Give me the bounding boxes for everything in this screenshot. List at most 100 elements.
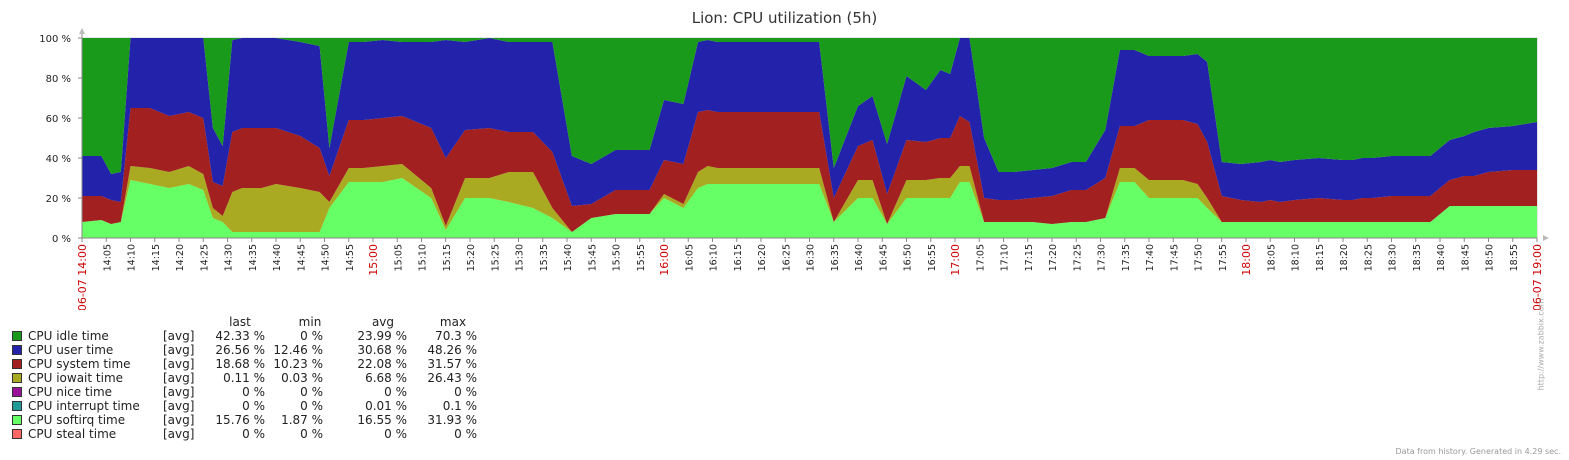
x-tick-label: 16:00 <box>658 244 671 276</box>
x-tick-label: 17:40 <box>1145 244 1156 271</box>
legend-agg: [avg] <box>163 385 195 399</box>
x-tick-label: 16:45 <box>878 244 889 271</box>
legend-name: CPU steal time <box>28 427 117 441</box>
legend-max: 48.26 % <box>427 343 477 357</box>
legend-agg: [avg] <box>163 343 195 357</box>
legend-name: CPU interrupt time <box>28 399 140 413</box>
x-tick-label: 15:00 <box>367 244 380 276</box>
x-axis-arrow <box>1543 235 1549 241</box>
cpu-utilization-chart: 0 % 20 % 40 % 60 % 80 % 100 % 06-07 14:00 14:0… <box>39 28 1549 310</box>
x-tick-label: 17:15 <box>1024 244 1035 271</box>
legend-last: 0 % <box>242 399 265 413</box>
x-tick-label: 16:10 <box>709 244 720 271</box>
x-tick-label: 17:20 <box>1048 244 1059 271</box>
y-tick-label: 20 % <box>46 194 71 205</box>
legend-min: 1.87 % <box>281 413 323 427</box>
legend-header-max: max <box>439 315 467 329</box>
legend-min: 0 % <box>300 329 323 343</box>
legend-agg: [avg] <box>163 427 195 441</box>
x-tick-label: 17:30 <box>1097 244 1108 271</box>
legend-avg: 0 % <box>384 385 407 399</box>
x-tick-label: 17:55 <box>1218 244 1229 271</box>
x-tick-label: 15:40 <box>563 244 574 271</box>
legend-avg: 22.08 % <box>357 357 407 371</box>
x-tick-label: 16:20 <box>757 244 768 271</box>
y-tick-label: 80 % <box>46 74 71 85</box>
legend-max: 31.57 % <box>427 357 477 371</box>
x-tick-label: 16:35 <box>830 244 841 271</box>
legend-swatch <box>12 331 22 341</box>
legend-last: 18.68 % <box>215 357 265 371</box>
legend-agg: [avg] <box>163 357 195 371</box>
x-tick-label: 14:10 <box>127 244 138 271</box>
series-areas <box>82 38 1537 238</box>
legend-swatch <box>12 401 22 411</box>
x-tick-label: 15:30 <box>515 244 526 271</box>
legend-name: CPU iowait time <box>28 371 124 385</box>
legend-min: 0 % <box>300 385 323 399</box>
legend-avg: 6.68 % <box>365 371 407 385</box>
legend-max: 0 % <box>454 427 477 441</box>
x-tick-label: 06-07 19:00 <box>1531 244 1544 310</box>
x-tick-label: 17:00 <box>949 244 962 276</box>
area-cpu-system-time <box>82 108 1537 232</box>
x-tick-label: 16:50 <box>903 244 914 271</box>
legend-min: 0 % <box>300 427 323 441</box>
legend-agg: [avg] <box>163 371 195 385</box>
x-tick-label: 18:55 <box>1509 244 1520 271</box>
x-tick-label: 15:15 <box>442 244 453 271</box>
x-tick-label: 18:50 <box>1485 244 1496 271</box>
legend-last: 0 % <box>242 385 265 399</box>
x-axis-ticks: 06-07 14:00 14:05 14:10 14:15 14:20 14:25 14:3… <box>76 238 1544 310</box>
x-tick-label: 16:15 <box>733 244 744 271</box>
x-tick-label: 15:25 <box>490 244 501 271</box>
x-tick-label: 18:05 <box>1266 244 1277 271</box>
legend-avg: 30.68 % <box>357 343 407 357</box>
legend-name: CPU nice time <box>28 385 113 399</box>
legend-avg: 23.99 % <box>357 329 407 343</box>
legend-max: 70.3 % <box>435 329 477 343</box>
x-tick-label: 14:45 <box>296 244 307 271</box>
x-tick-label: 16:05 <box>684 244 695 271</box>
area-cpu-user-time <box>82 38 1537 206</box>
x-tick-label: 15:45 <box>587 244 598 271</box>
legend-agg: [avg] <box>163 413 195 427</box>
x-tick-label: 16:25 <box>781 244 792 271</box>
x-tick-label: 14:05 <box>102 244 113 271</box>
y-tick-label: 0 % <box>52 234 71 245</box>
x-tick-label: 14:15 <box>151 244 162 271</box>
legend-header-last: last <box>229 315 251 329</box>
x-tick-label: 16:30 <box>806 244 817 271</box>
x-tick-label: 15:05 <box>393 244 404 271</box>
x-tick-label: 18:15 <box>1315 244 1326 271</box>
legend-agg: [avg] <box>163 329 195 343</box>
legend-name: CPU user time <box>28 343 114 357</box>
x-tick-label: 17:10 <box>1000 244 1011 271</box>
x-tick-label: 14:35 <box>248 244 259 271</box>
x-tick-label: 17:50 <box>1194 244 1205 271</box>
x-tick-label: 14:50 <box>321 244 332 271</box>
x-tick-label: 18:25 <box>1363 244 1374 271</box>
legend-swatch <box>12 373 22 383</box>
x-tick-label: 17:35 <box>1121 244 1132 271</box>
x-tick-label: 17:05 <box>975 244 986 271</box>
x-tick-label: 15:50 <box>612 244 623 271</box>
chart-title: Lion: CPU utilization (5h) <box>691 9 878 27</box>
y-axis-ticks: 0 % 20 % 40 % 60 % 80 % 100 % <box>39 34 82 245</box>
legend-last: 15.76 % <box>215 413 265 427</box>
area-cpu-iowait-time <box>82 164 1537 232</box>
x-tick-label: 14:30 <box>224 244 235 271</box>
legend-swatch <box>12 387 22 397</box>
x-tick-label: 18:20 <box>1339 244 1350 271</box>
legend-avg: 0.01 % <box>365 399 407 413</box>
x-tick-label: 16:40 <box>854 244 865 271</box>
x-tick-label: 15:55 <box>636 244 647 271</box>
legend-min: 10.23 % <box>273 357 323 371</box>
area-cpu-softirq-time <box>82 178 1537 238</box>
legend-last: 42.33 % <box>215 329 265 343</box>
x-tick-label: 15:20 <box>466 244 477 271</box>
legend-swatch <box>12 359 22 369</box>
legend-min: 0.03 % <box>281 371 323 385</box>
legend-max: 0.1 % <box>442 399 477 413</box>
legend-agg: [avg] <box>163 399 195 413</box>
